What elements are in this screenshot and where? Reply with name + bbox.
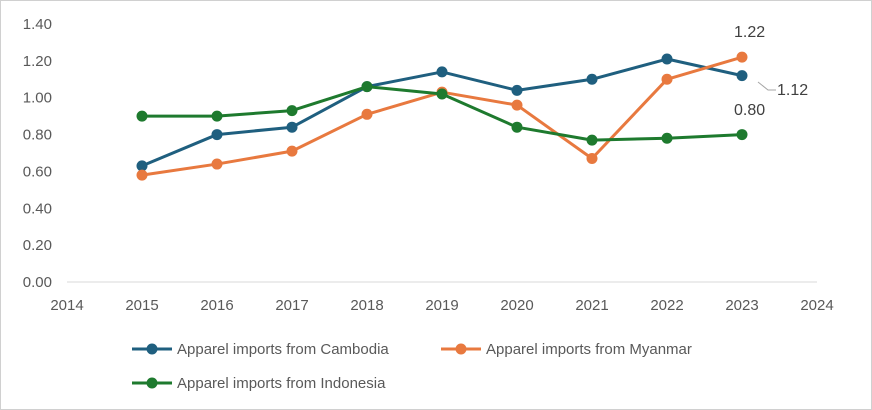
y-tick-label: 0.20 — [23, 237, 52, 254]
legend-swatch-marker — [455, 343, 467, 355]
x-tick-label: 2014 — [50, 297, 83, 314]
x-tick-label: 2021 — [575, 297, 608, 314]
legend-item: Apparel imports from Myanmar — [441, 341, 692, 358]
data-point — [361, 108, 373, 120]
x-tick-label: 2024 — [800, 297, 833, 314]
y-tick-label: 0.00 — [23, 274, 52, 291]
data-point — [286, 145, 298, 157]
series-layer — [136, 51, 748, 181]
y-tick-label: 0.60 — [23, 163, 52, 180]
data-point — [511, 121, 523, 133]
data-point — [436, 66, 448, 78]
y-tick-label: 1.00 — [23, 90, 52, 107]
y-tick-label: 1.40 — [23, 16, 52, 33]
data-label: 1.12 — [777, 82, 808, 99]
y-tick-label: 1.20 — [23, 53, 52, 70]
data-point — [736, 129, 748, 141]
y-tick-label: 0.80 — [23, 127, 52, 144]
series-2 — [136, 81, 748, 146]
data-point — [661, 132, 673, 144]
data-point — [661, 53, 673, 65]
data-point — [211, 158, 223, 170]
series-0 — [136, 53, 748, 172]
data-label: 0.80 — [734, 102, 765, 119]
data-point — [211, 110, 223, 122]
legend-label: Apparel imports from Myanmar — [486, 341, 692, 358]
x-tick-label: 2023 — [725, 297, 758, 314]
legend-label: Apparel imports from Indonesia — [177, 375, 386, 392]
data-point — [511, 99, 523, 111]
data-point — [361, 81, 373, 93]
legend-label: Apparel imports from Cambodia — [177, 341, 389, 358]
legend-item: Apparel imports from Cambodia — [132, 341, 389, 358]
x-tick-label: 2019 — [425, 297, 458, 314]
data-point — [586, 153, 598, 165]
legend-swatch-marker — [146, 343, 158, 355]
x-tick-label: 2020 — [500, 297, 533, 314]
data-point — [136, 169, 148, 181]
legend: Apparel imports from Cambodia Apparel imp… — [132, 341, 692, 392]
x-tick-label: 2017 — [275, 297, 308, 314]
data-point — [586, 73, 598, 85]
data-point — [286, 105, 298, 117]
legend-swatch-marker — [146, 377, 158, 389]
data-point — [436, 88, 448, 100]
y-tick-label: 0.40 — [23, 200, 52, 217]
data-point — [511, 84, 523, 96]
x-tick-label: 2018 — [350, 297, 383, 314]
axes: 0.00 0.20 0.40 0.60 0.80 1.00 1.20 1.40 2014 2015… — [23, 16, 834, 314]
data-point — [736, 70, 748, 82]
x-tick-label: 2015 — [125, 297, 158, 314]
data-point — [586, 134, 598, 146]
data-point — [136, 110, 148, 122]
data-point — [286, 121, 298, 133]
x-tick-label: 2022 — [650, 297, 683, 314]
label-leader-line — [757, 81, 776, 91]
data-point — [736, 51, 748, 63]
legend-item: Apparel imports from Indonesia — [132, 375, 386, 392]
data-labels: 1.22 1.12 0.80 — [734, 24, 808, 119]
data-point — [661, 73, 673, 85]
data-point — [211, 129, 223, 141]
data-label: 1.22 — [734, 24, 765, 41]
x-tick-label: 2016 — [200, 297, 233, 314]
data-point — [136, 160, 148, 172]
